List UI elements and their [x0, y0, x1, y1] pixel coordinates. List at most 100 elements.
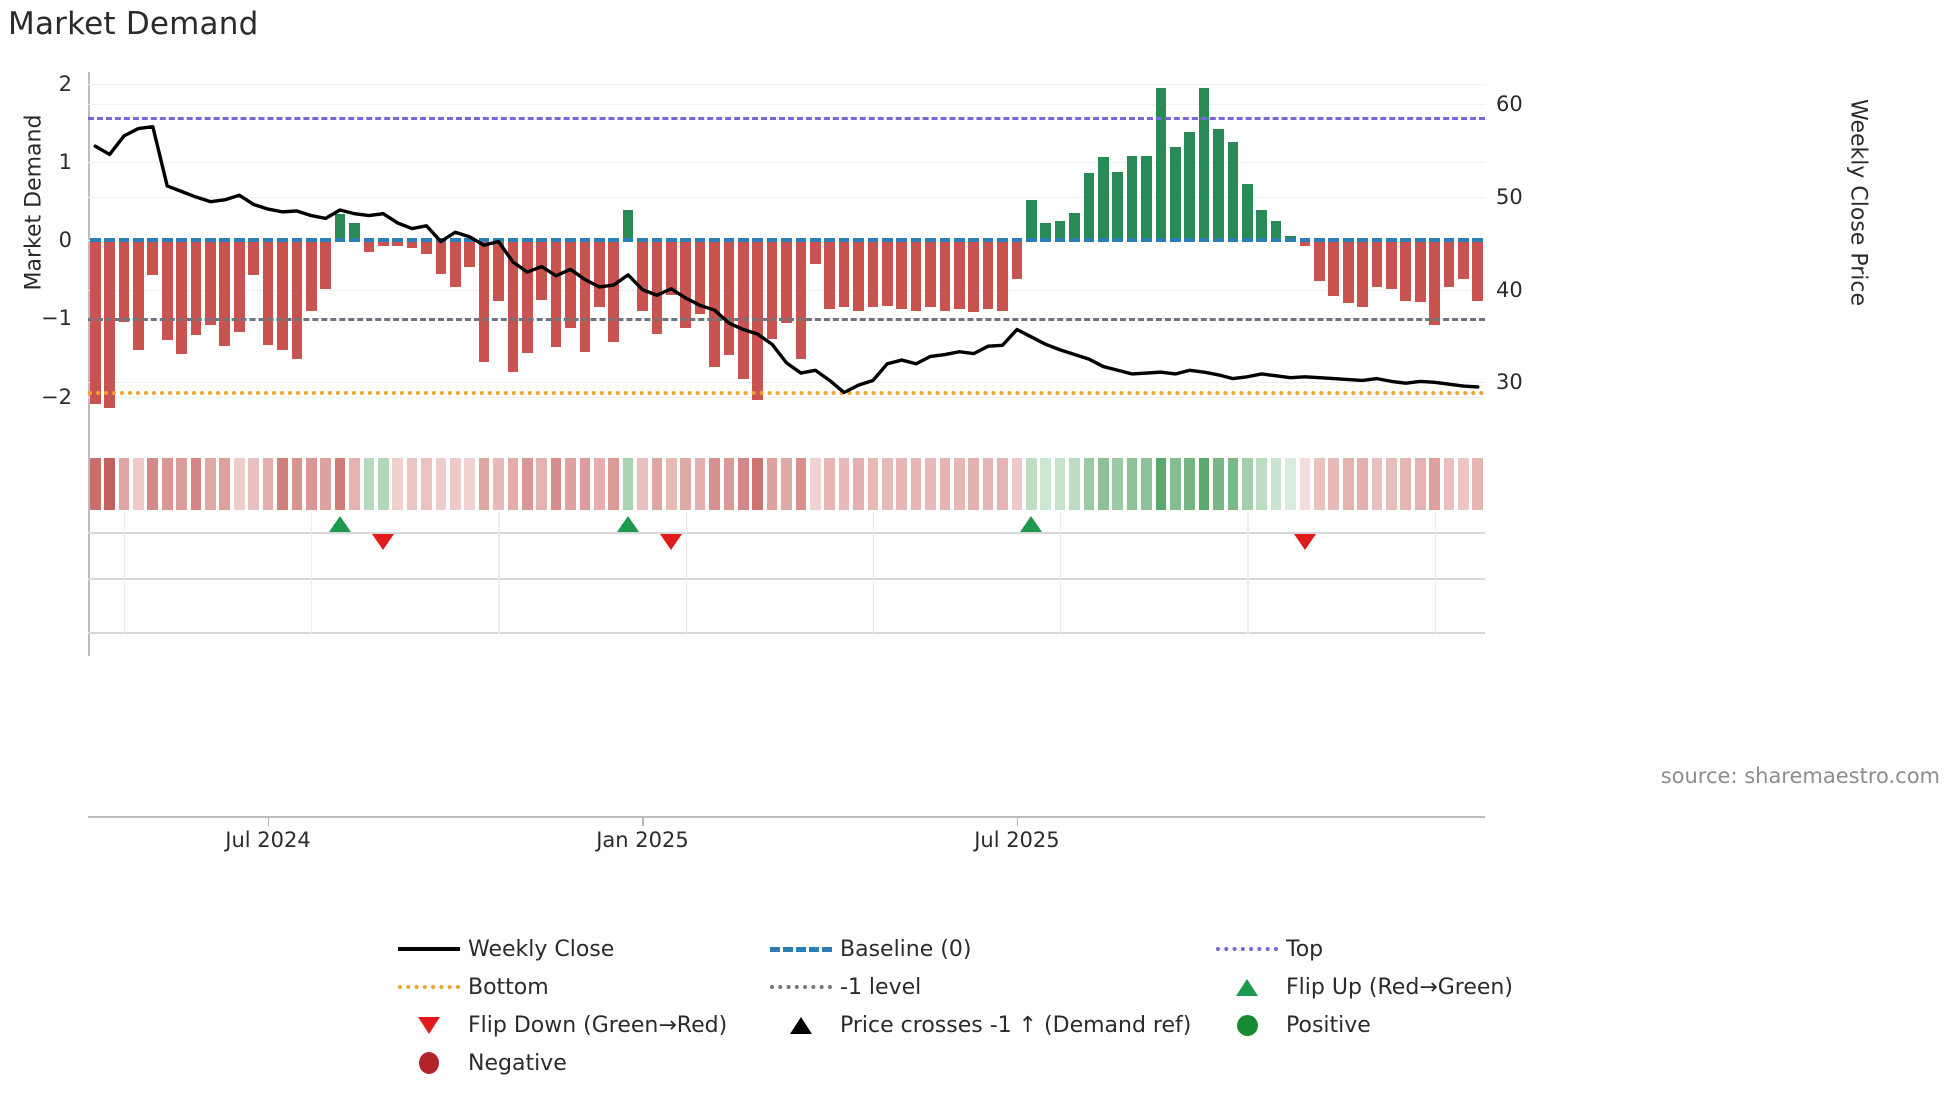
- demand-bar: [968, 240, 980, 313]
- demand-bar: [478, 240, 490, 363]
- baseline-segment: [1285, 238, 1296, 243]
- demand-bar: [694, 240, 706, 314]
- demand-bar: [1371, 240, 1383, 288]
- baseline-segment: [781, 238, 792, 243]
- y-axis-left-tick-label: 1: [58, 149, 72, 174]
- lane-vertical-gridline: [498, 512, 500, 634]
- minus-one-reference-line: [88, 318, 1485, 322]
- demand-bar: [161, 240, 173, 340]
- heatmap-cell: [565, 458, 576, 510]
- heatmap-cell: [1242, 458, 1253, 510]
- baseline-segment: [1040, 238, 1052, 243]
- baseline-segment: [694, 238, 706, 243]
- heatmap-cell: [1400, 458, 1412, 510]
- y-axis-line: [88, 72, 90, 656]
- demand-bar: [637, 240, 648, 311]
- baseline-segment: [680, 238, 691, 243]
- heatmap-cell: [320, 458, 331, 510]
- heatmap-cell: [449, 458, 461, 510]
- baseline-segment: [190, 238, 202, 243]
- baseline-segment: [1371, 238, 1383, 243]
- x-axis-line: [88, 816, 1485, 818]
- demand-bar: [550, 240, 562, 348]
- heatmap-cell: [305, 458, 317, 510]
- baseline-segment: [133, 238, 144, 243]
- baseline-segment: [104, 238, 115, 243]
- demand-bar: [334, 214, 346, 241]
- demand-bar: [824, 240, 836, 309]
- demand-bar: [737, 240, 749, 379]
- baseline-segment: [550, 238, 562, 243]
- heatmap-cell: [233, 458, 245, 510]
- legend-label: Top: [1286, 936, 1324, 962]
- gridline: [88, 104, 1485, 106]
- demand-bar: [1040, 222, 1052, 241]
- demand-heatmap-strip: [88, 458, 1485, 510]
- demand-bar: [392, 240, 403, 246]
- heatmap-cell: [1285, 458, 1296, 510]
- heatmap-cell: [1270, 458, 1282, 510]
- baseline-segment: [147, 238, 159, 243]
- source-caption: source: sharemaestro.com: [1660, 764, 1940, 788]
- demand-bar: [853, 240, 864, 311]
- heatmap-cell: [637, 458, 648, 510]
- dotted-line-icon: [390, 985, 468, 989]
- baseline-segment: [1256, 238, 1268, 243]
- heatmap-cell: [853, 458, 864, 510]
- baseline-segment: [1184, 238, 1196, 243]
- baseline-segment: [881, 238, 893, 243]
- demand-bar: [766, 240, 778, 339]
- demand-bar: [1011, 240, 1023, 280]
- baseline-segment: [1458, 238, 1469, 243]
- baseline-segment: [608, 238, 619, 243]
- heatmap-cell: [1328, 458, 1340, 510]
- demand-bar: [205, 240, 216, 325]
- heatmap-cell: [824, 458, 836, 510]
- baseline-segment: [363, 238, 375, 243]
- demand-bar: [493, 240, 504, 302]
- demand-bar: [622, 210, 634, 241]
- baseline-segment: [262, 238, 274, 243]
- circle-icon: [390, 1052, 468, 1074]
- lane-vertical-gridline: [1247, 512, 1249, 634]
- heatmap-cell: [809, 458, 821, 510]
- baseline-segment: [1227, 238, 1239, 243]
- baseline-segment: [291, 238, 303, 243]
- demand-bar: [118, 240, 130, 323]
- baseline-segment: [1170, 238, 1181, 243]
- baseline-segment: [1141, 238, 1152, 243]
- baseline-segment: [1342, 238, 1354, 243]
- baseline-segment: [277, 238, 288, 243]
- baseline-segment: [709, 238, 720, 243]
- dotted-line-icon: [762, 985, 840, 989]
- baseline-segment: [320, 238, 331, 243]
- heatmap-cell: [176, 458, 187, 510]
- demand-bar: [1386, 240, 1397, 289]
- demand-bar: [795, 240, 807, 360]
- heatmap-cell: [1155, 458, 1167, 510]
- heatmap-cell: [1443, 458, 1455, 510]
- y-axis-left-tick-label: −1: [41, 306, 72, 331]
- baseline-segment: [867, 238, 879, 243]
- baseline-segment: [1357, 238, 1368, 243]
- baseline-segment: [1414, 238, 1426, 243]
- heatmap-cell: [1472, 458, 1484, 510]
- gridline: [88, 197, 1485, 199]
- baseline-segment: [593, 238, 605, 243]
- demand-bar: [521, 240, 533, 353]
- baseline-segment: [565, 238, 576, 243]
- baseline-segment: [838, 238, 850, 243]
- heatmap-cell: [205, 458, 216, 510]
- heatmap-cell: [421, 458, 432, 510]
- baseline-segment: [896, 238, 908, 243]
- baseline-segment: [809, 238, 821, 243]
- bottom-reference-line: [88, 391, 1485, 396]
- heatmap-cell: [709, 458, 720, 510]
- heatmap-cell: [435, 458, 447, 510]
- chart-legend: Weekly Close Baseline (0) Top Bottom -1 …: [390, 930, 1690, 1082]
- heatmap-cell: [248, 458, 259, 510]
- demand-bar: [1256, 210, 1268, 241]
- lane-rule: [88, 532, 1485, 534]
- baseline-segment: [89, 238, 101, 243]
- demand-bar: [1054, 220, 1066, 241]
